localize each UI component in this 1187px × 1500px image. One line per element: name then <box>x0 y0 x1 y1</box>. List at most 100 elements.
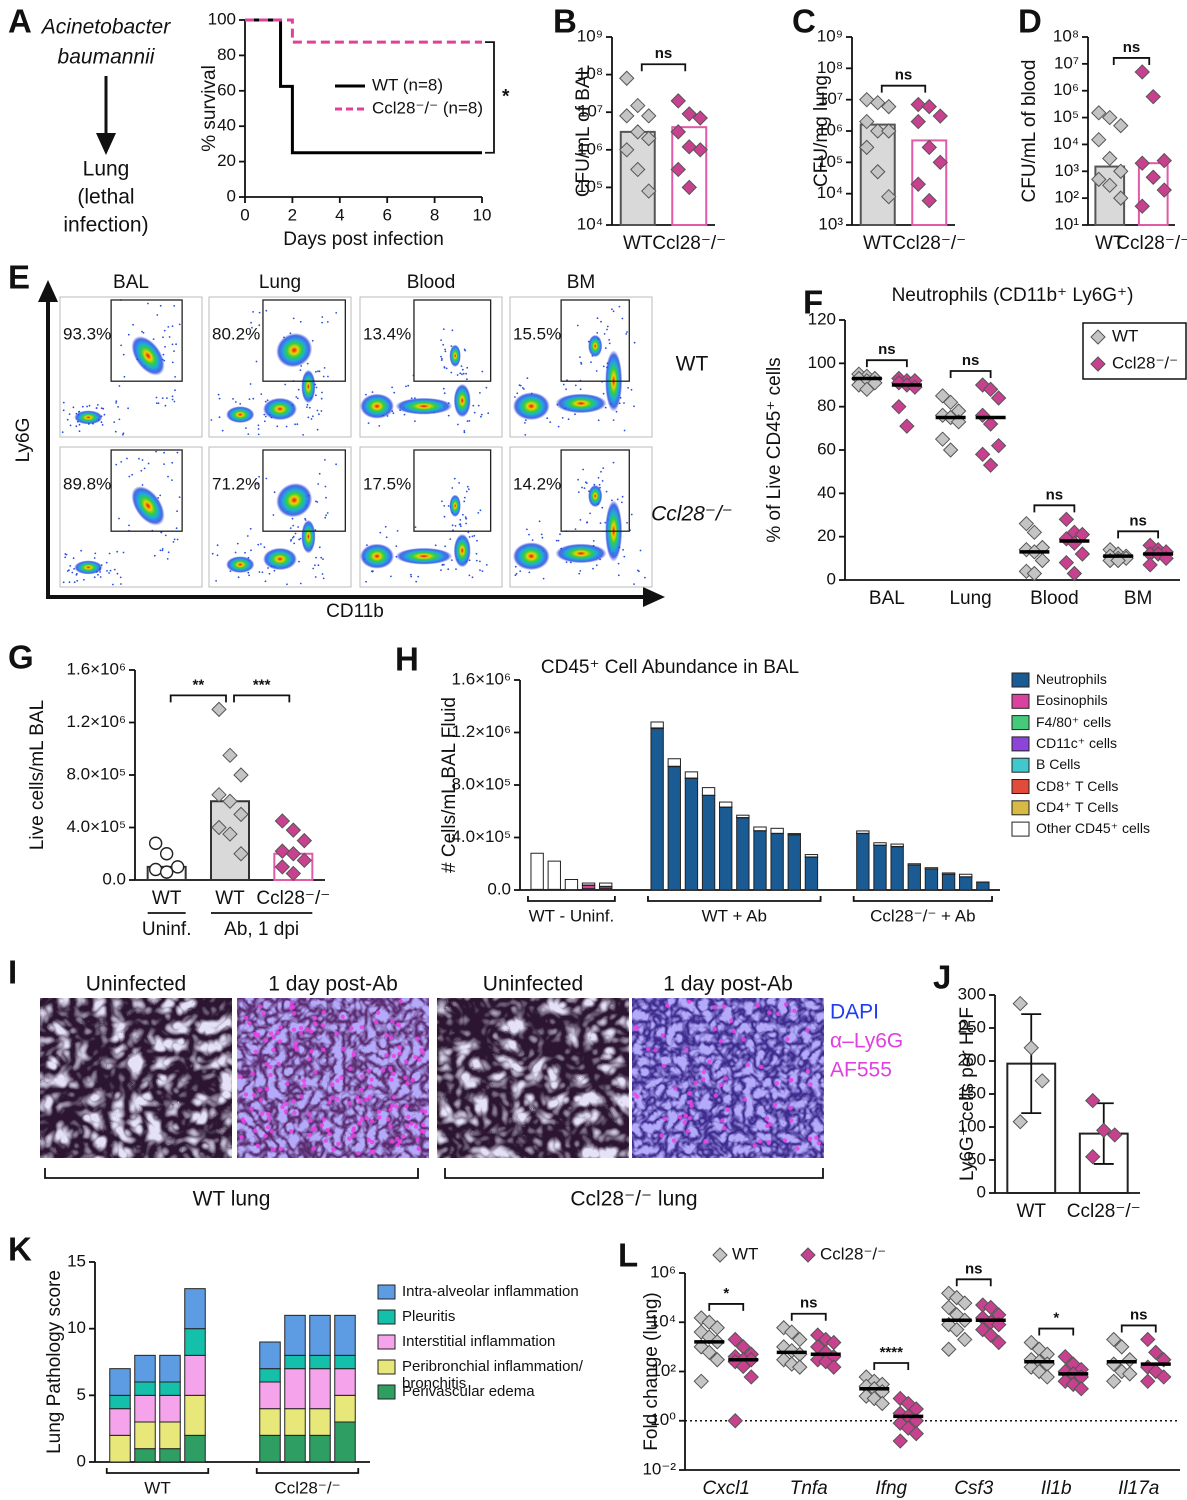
event-dot <box>325 496 327 499</box>
gate-percent: 80.2% <box>212 324 260 343</box>
survival-line <box>245 18 482 44</box>
event-dot <box>81 405 84 408</box>
event-dot <box>372 570 374 572</box>
gate-percent: 93.3% <box>63 324 111 343</box>
event-dot <box>142 331 145 334</box>
event-dot <box>633 405 635 408</box>
event-dot <box>141 484 144 486</box>
data-point <box>982 416 999 432</box>
legend-text-box: Interstitial inflammation <box>402 1333 555 1350</box>
y-tick-label: 1.6×10⁶ <box>452 669 511 688</box>
event-dot <box>100 421 103 424</box>
event-dot <box>434 544 437 547</box>
ly6g-cell <box>731 1028 736 1034</box>
event-dot <box>617 562 620 565</box>
event-dot <box>479 569 481 571</box>
gate-percent: 89.8% <box>63 474 111 493</box>
event-dot <box>487 412 490 415</box>
ly6g-cell <box>280 1104 285 1110</box>
event-dot <box>105 561 108 564</box>
flow-plot: 89.8% <box>59 446 203 588</box>
x-tick-label: 6 <box>382 205 391 224</box>
event-dot <box>583 487 586 489</box>
event-dot <box>365 393 367 396</box>
ly6g-cell <box>693 1080 698 1085</box>
event-dot <box>589 512 591 515</box>
ly6g-cell <box>423 1109 428 1114</box>
event-dot <box>306 403 309 406</box>
bar-segment <box>564 879 579 891</box>
density-blob <box>588 484 603 508</box>
event-dot <box>390 575 392 578</box>
data-point <box>1145 88 1161 105</box>
event-dot <box>516 392 519 395</box>
legend-swatch <box>1011 779 1030 794</box>
event-dot <box>579 570 582 572</box>
event-dot <box>585 482 588 484</box>
significance-label: *** <box>253 676 271 693</box>
data-point <box>899 418 915 434</box>
ly6g-cell <box>266 1125 271 1130</box>
bar-segment <box>184 1328 206 1356</box>
x-tick-label: WT <box>623 233 653 254</box>
ly6g-cell <box>307 1056 312 1062</box>
event-dot <box>611 308 613 311</box>
legend-label: CD11c⁺ cells <box>1036 734 1118 751</box>
bar-segment <box>134 1354 156 1383</box>
ly6g-cell <box>795 1146 800 1151</box>
ly6g-cell <box>725 1107 731 1113</box>
event-dot <box>141 330 143 333</box>
y-axis-label: Ly6G <box>13 418 34 463</box>
ly6g-cell <box>271 1047 276 1053</box>
bar-segment <box>976 881 990 891</box>
density-blob <box>301 519 316 554</box>
event-dot <box>321 391 323 394</box>
ly6g-cell <box>703 1139 708 1144</box>
event-dot <box>247 571 250 574</box>
event-dot <box>174 389 176 392</box>
data-point <box>222 793 238 809</box>
event-dot <box>458 482 460 484</box>
bar-segment <box>134 1381 156 1396</box>
bar-segment <box>284 1434 306 1463</box>
event-dot <box>637 569 639 572</box>
y-tick-label: 10³ <box>818 214 843 233</box>
event-dot <box>306 406 308 408</box>
event-dot <box>119 576 122 579</box>
panel-letter: J <box>933 959 951 996</box>
ly6g-cell <box>723 1076 728 1081</box>
ly6g-cell <box>684 1047 689 1053</box>
event-dot <box>257 543 260 546</box>
data-point <box>1140 1331 1156 1348</box>
column-label: BAL <box>113 272 149 293</box>
ly6g-cell <box>299 1026 304 1031</box>
event-dot <box>586 521 588 524</box>
event-dot <box>590 361 592 363</box>
event-dot <box>316 409 319 412</box>
y-tick-label: 20 <box>817 526 836 545</box>
event-dot <box>366 544 368 546</box>
event-dot <box>395 545 398 547</box>
data-point <box>630 124 646 140</box>
ly6g-cell <box>752 1143 757 1148</box>
event-dot <box>451 524 454 527</box>
data-point <box>982 381 999 398</box>
event-dot <box>263 413 266 416</box>
event-dot <box>454 525 457 527</box>
x-tick-label: WT <box>1095 233 1125 254</box>
legend-marker <box>712 1247 728 1263</box>
micrograph <box>40 998 232 1158</box>
event-dot <box>521 387 524 389</box>
ly6g-cell <box>351 1128 356 1133</box>
event-dot <box>244 551 246 554</box>
y-tick-label: 10⁵ <box>577 177 603 196</box>
event-dot <box>248 574 251 577</box>
flow-plot: 15.5% <box>509 296 653 438</box>
y-tick-label: 10⁸ <box>817 58 843 77</box>
panel-letter: I <box>8 954 17 991</box>
ly6g-cell <box>421 1129 427 1134</box>
event-dot <box>405 385 407 388</box>
bar-segment <box>684 777 699 891</box>
ly6g-cell <box>366 1068 371 1073</box>
panel-letter: F <box>803 284 823 321</box>
